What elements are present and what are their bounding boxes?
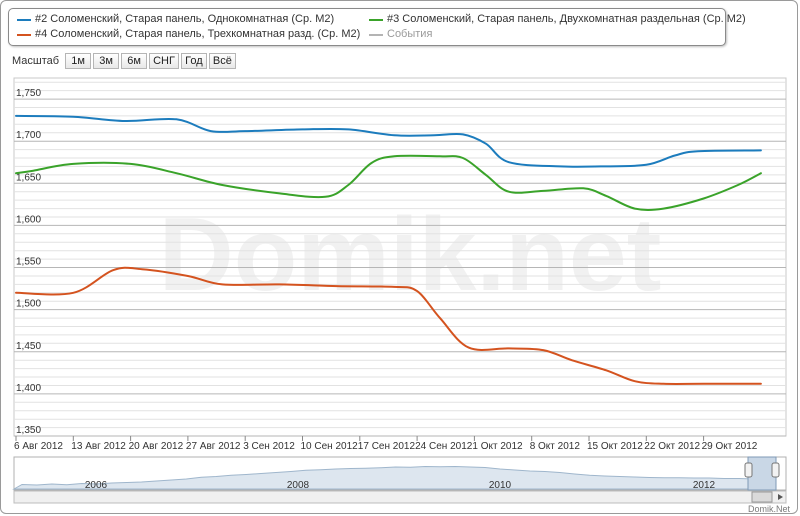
- y-tick-label: 1,500: [16, 299, 41, 310]
- navigator-selected-range[interactable]: [747, 456, 777, 491]
- zoom-year-button[interactable]: Год: [180, 53, 207, 69]
- zoom-6m-button[interactable]: 6м: [121, 53, 148, 69]
- scrollbar-thumb[interactable]: [751, 491, 773, 503]
- legend-line-icon: [17, 33, 31, 36]
- scroll-right-arrow-icon[interactable]: [778, 494, 783, 500]
- x-tick-label: 3 Сен 2012: [243, 441, 295, 452]
- legend-item-series-3[interactable]: #3 Соломенский, Старая панель, Двухкомна…: [369, 13, 746, 26]
- y-axis-ticks: 1,350 1,400 1,450 1,500 1,550 1,600 1,650 1,700…: [16, 88, 41, 436]
- legend-item-series-2[interactable]: #2 Соломенский, Старая панель, Однокомна…: [17, 13, 334, 26]
- legend-item-events[interactable]: События: [369, 28, 432, 41]
- navigator-year-label: 2012: [693, 480, 716, 491]
- y-tick-label: 1,650: [16, 172, 41, 183]
- legend-label: События: [387, 28, 433, 40]
- y-tick-label: 1,450: [16, 341, 41, 352]
- y-tick-label: 1,400: [16, 383, 41, 394]
- scrollbar-track[interactable]: [13, 490, 787, 504]
- x-tick-label: 1 Окт 2012: [472, 441, 523, 452]
- legend: #2 Соломенский, Старая панель, Однокомна…: [8, 8, 746, 46]
- navigator-area: [12, 465, 755, 490]
- navigator-year-label: 2008: [287, 480, 310, 491]
- grid: [13, 77, 787, 437]
- navigator-left-handle[interactable]: [744, 462, 753, 478]
- series-line-3: [15, 154, 762, 211]
- y-tick-label: 1,550: [16, 257, 41, 268]
- legend-line-icon: [17, 18, 31, 21]
- series-line-4: [15, 266, 762, 385]
- x-tick-label: 22 Окт 2012: [644, 441, 700, 452]
- series-line-2: [15, 114, 762, 168]
- y-tick-label: 1,600: [16, 214, 41, 225]
- x-tick-label: 20 Авг 2012: [129, 441, 184, 452]
- x-tick-label: 27 Авг 2012: [186, 441, 241, 452]
- navigator-year-label: 2010: [489, 480, 512, 491]
- x-tick-label: 8 Окт 2012: [530, 441, 581, 452]
- x-tick-label: 24 Сен 2012: [415, 441, 473, 452]
- zoom-ytd-button[interactable]: СНГ: [149, 53, 179, 69]
- navigator[interactable]: 2006 2008 2010 2012: [12, 456, 787, 504]
- y-tick-label: 1,700: [16, 130, 41, 141]
- legend-line-icon: [369, 18, 383, 21]
- y-tick-label: 1,750: [16, 88, 41, 99]
- credit-text: Domik.Net: [748, 504, 791, 514]
- x-tick-label: 17 Сен 2012: [358, 441, 416, 452]
- legend-item-series-4[interactable]: #4 Соломенский, Старая панель, Трехкомна…: [17, 28, 360, 41]
- x-tick-label: 10 Сен 2012: [301, 441, 359, 452]
- watermark-text: Domik.net: [159, 197, 662, 313]
- navigator-year-label: 2006: [85, 480, 108, 491]
- zoom-all-button[interactable]: Всё: [208, 53, 236, 69]
- navigator-right-handle[interactable]: [771, 462, 780, 478]
- x-tick-label: 6 Авг 2012: [14, 441, 63, 452]
- legend-line-icon: [369, 33, 383, 36]
- x-axis-ticks: 6 Авг 2012 13 Авг 2012 20 Авг 2012 27 Авг 2…: [14, 436, 758, 452]
- series-lines: [15, 114, 762, 385]
- legend-label: #2 Соломенский, Старая панель, Однокомна…: [35, 13, 335, 25]
- zoom-1m-button[interactable]: 1м: [65, 53, 92, 69]
- zoom-bar: Масштаб 1м 3м 6м СНГ Год Всё: [12, 53, 238, 69]
- legend-label: #4 Соломенский, Старая панель, Трехкомна…: [35, 28, 361, 40]
- x-tick-label: 13 Авг 2012: [71, 441, 126, 452]
- y-tick-label: 1,350: [16, 425, 41, 436]
- x-tick-label: 29 Окт 2012: [702, 441, 758, 452]
- legend-label: #3 Соломенский, Старая панель, Двухкомна…: [387, 13, 746, 25]
- zoom-3m-button[interactable]: 3м: [93, 53, 120, 69]
- x-tick-label: 15 Окт 2012: [587, 441, 643, 452]
- zoom-label: Масштаб: [12, 55, 60, 67]
